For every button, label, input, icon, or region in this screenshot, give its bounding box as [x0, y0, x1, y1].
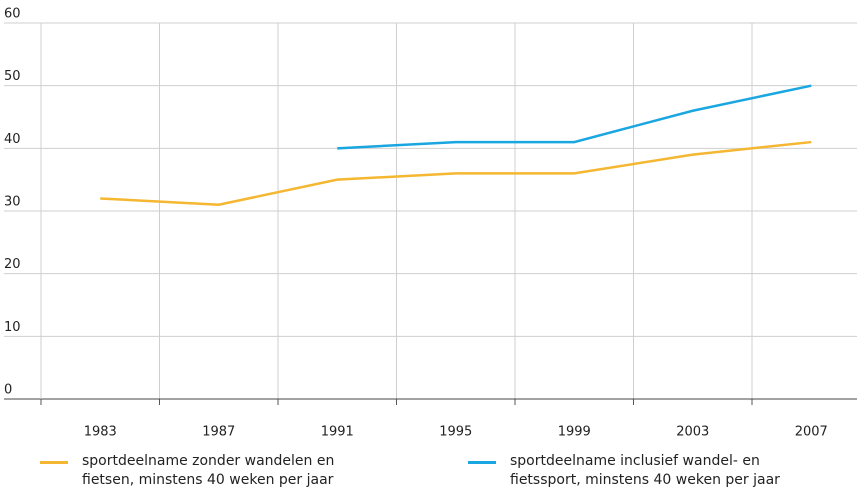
x-tick-label: 1987 — [202, 425, 235, 440]
legend-swatch — [40, 461, 68, 464]
legend-label: sportdeelname zonder wandelen en fietsen… — [82, 453, 335, 488]
legend-swatch — [468, 461, 496, 464]
x-tick-label: 1983 — [84, 425, 117, 440]
x-tick-label: 1999 — [558, 425, 591, 440]
legend-label: sportdeelname inclusief wandel- en fiets… — [510, 453, 780, 488]
legend-entry: sportdeelname zonder wandelen en fietsen… — [40, 452, 382, 490]
x-tick-label: 2003 — [676, 425, 709, 440]
y-tick-label: 60 — [4, 7, 21, 22]
series-line — [337, 84, 812, 150]
y-tick-label: 0 — [4, 383, 12, 398]
x-tick-label: 1995 — [439, 425, 472, 440]
series-line — [100, 140, 812, 206]
legend-entry: sportdeelname inclusief wandel- en fiets… — [468, 452, 810, 490]
chart: 0 10 20 30 40 50 60 1983 1987 1991 1995 1999 2003 200… — [4, 7, 857, 440]
y-tick-label: 50 — [4, 69, 21, 84]
y-tick-label: 10 — [4, 320, 21, 335]
x-tick-label: 1991 — [321, 425, 354, 440]
y-tick-label: 20 — [4, 257, 21, 272]
x-tick-label: 2007 — [795, 425, 828, 440]
y-tick-label: 40 — [4, 132, 21, 147]
legend: sportdeelname zonder wandelen en fietsen… — [0, 452, 861, 495]
y-tick-label: 30 — [4, 195, 21, 210]
